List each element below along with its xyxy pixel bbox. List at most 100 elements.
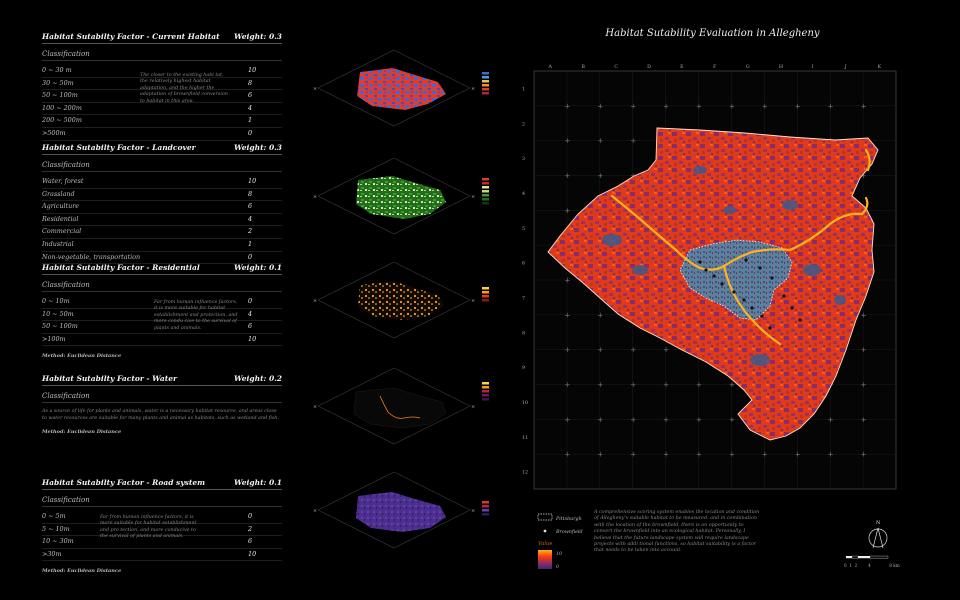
grid-row-label: 7 bbox=[522, 295, 525, 301]
grid-column-labels: A B C D E F G H I J K bbox=[547, 64, 881, 70]
grid-cross-mark: + bbox=[795, 137, 801, 145]
grid-column-label: H bbox=[779, 64, 783, 70]
grid-row-label: 3 bbox=[522, 156, 525, 162]
grid-cross-mark: + bbox=[795, 207, 801, 215]
grid-row-label: 1 bbox=[522, 86, 525, 92]
grid-row-label: 4 bbox=[522, 191, 525, 197]
factor-water: Habitat Sutabilty Factor - Water Weight: … bbox=[42, 374, 282, 435]
grid-cross-mark: + bbox=[630, 172, 636, 180]
grid-column-label: J bbox=[844, 64, 847, 70]
factor-residential: Habitat Sutabilty Factor - Residential We… bbox=[42, 263, 282, 359]
class-row: Residential 4 bbox=[42, 214, 282, 227]
grid-cross-mark: + bbox=[663, 451, 669, 459]
grid-cross-mark: + bbox=[828, 242, 834, 250]
svg-text:×: × bbox=[471, 298, 475, 304]
svg-text:×: × bbox=[471, 194, 475, 200]
factor-title: Habitat Sutabilty Factor - Water bbox=[42, 374, 177, 383]
grid-cross-mark: + bbox=[828, 416, 834, 424]
factor-title: Habitat Sutabilty Factor - Current Habit… bbox=[42, 32, 220, 41]
grid-column-label: I bbox=[812, 64, 814, 70]
grid-cross-mark: + bbox=[861, 137, 867, 145]
grid-cross-mark: + bbox=[861, 102, 867, 110]
class-row: 30 ~ 50m 8 bbox=[42, 78, 282, 91]
legend-value-low: 0 bbox=[556, 564, 559, 570]
grid-column-label: E bbox=[680, 64, 684, 70]
residential-layer bbox=[358, 281, 444, 320]
class-row: Water, forest 10 bbox=[42, 176, 282, 189]
grid-cross-mark: + bbox=[762, 137, 768, 145]
svg-text:×: × bbox=[471, 404, 475, 410]
grid-cross-mark: + bbox=[597, 416, 603, 424]
grid-cross-mark: + bbox=[630, 381, 636, 389]
north-label: N bbox=[876, 520, 881, 526]
svg-text:×: × bbox=[313, 508, 317, 514]
brownfield-sites bbox=[698, 258, 802, 330]
class-row: Grassland 8 bbox=[42, 189, 282, 202]
grid-cross-mark: + bbox=[729, 416, 735, 424]
grid-cross-mark: + bbox=[729, 102, 735, 110]
class-row: Industrial 1 bbox=[42, 239, 282, 252]
grid-cross-mark: + bbox=[762, 416, 768, 424]
grid-cross-mark: + bbox=[630, 207, 636, 215]
grid-cross-mark: + bbox=[795, 381, 801, 389]
grid-cross-mark: + bbox=[861, 242, 867, 250]
factor-title: Habitat Sutabilty Factor - Road system bbox=[42, 478, 206, 487]
map-title: Habitat Sutability Evaluation in Alleghe… bbox=[605, 28, 820, 39]
class-row: 50 ~ 100m 6 bbox=[42, 90, 282, 103]
class-row: 10 ~ 50m 4 bbox=[42, 309, 282, 322]
method-label: Method: Euclidean Distance bbox=[42, 429, 122, 436]
grid-cross-mark: + bbox=[828, 346, 834, 354]
class-row: >30m 10 bbox=[42, 549, 282, 562]
factor-description: The closer to the existing habi tat, the… bbox=[140, 73, 228, 104]
grid-cross-mark: + bbox=[696, 172, 702, 180]
class-row: 200 ~ 500m 1 bbox=[42, 115, 282, 128]
landcover-layer bbox=[356, 176, 446, 219]
grid-cross-mark: + bbox=[729, 242, 735, 250]
grid-row-label: 2 bbox=[522, 121, 525, 127]
factor-weight: Weight: 0.3 bbox=[233, 143, 282, 152]
grid-cross-mark: + bbox=[696, 381, 702, 389]
grid-cross-mark: + bbox=[663, 207, 669, 215]
grid-cross-marks: + + + + + + + + + + + + + + + + + + + + + + + + + + + + + + + + + + + + + + + +… bbox=[564, 102, 866, 458]
layer-mini-legends bbox=[482, 72, 489, 516]
factor-weight: Weight: 0.1 bbox=[233, 478, 282, 487]
grid-cross-mark: + bbox=[795, 416, 801, 424]
grid-cross-mark: + bbox=[564, 346, 570, 354]
grid-cross-mark: + bbox=[795, 346, 801, 354]
factor-paragraph: As a source of life for plants and anima… bbox=[42, 409, 279, 421]
grid-cross-mark: + bbox=[696, 277, 702, 285]
grid-cross-mark: + bbox=[597, 381, 603, 389]
factor-description: Far from human influence factors, it is … bbox=[154, 300, 238, 331]
scale-bar-label: 0 1 2 4 8 km bbox=[844, 563, 900, 568]
grid-cross-mark: + bbox=[663, 277, 669, 285]
grid-cross-mark: + bbox=[795, 102, 801, 110]
pittsburgh-core bbox=[679, 239, 793, 321]
method-label: Method: Euclidean Distance bbox=[42, 353, 122, 360]
factor-weight: Weight: 0.1 bbox=[233, 263, 282, 272]
grid-cross-mark: + bbox=[828, 137, 834, 145]
class-row: >100m 10 bbox=[42, 334, 282, 347]
svg-text:×: × bbox=[471, 508, 475, 514]
grid-cross-mark: + bbox=[630, 311, 636, 319]
grid-cross-mark: + bbox=[762, 381, 768, 389]
grid-cross-mark: + bbox=[696, 102, 702, 110]
grid-row-label: 9 bbox=[522, 365, 525, 371]
rivers bbox=[610, 148, 871, 346]
brownfield-legend-swatch bbox=[543, 529, 547, 533]
grid-cross-mark: + bbox=[564, 242, 570, 250]
grid-cross-mark: + bbox=[795, 172, 801, 180]
factor-weight: Weight: 0.3 bbox=[233, 32, 282, 41]
grid-cross-mark: + bbox=[762, 277, 768, 285]
grid-column-label: F bbox=[713, 64, 717, 70]
legend-pittsburgh: Pittsburgh bbox=[555, 516, 582, 522]
grid-cross-mark: + bbox=[795, 451, 801, 459]
grid-row-label: 12 bbox=[522, 470, 528, 476]
grid-cross-mark: + bbox=[795, 277, 801, 285]
grid-cross-mark: + bbox=[630, 137, 636, 145]
grid-cross-mark: + bbox=[762, 102, 768, 110]
grid-cross-mark: + bbox=[762, 311, 768, 319]
grid-cross-mark: + bbox=[729, 381, 735, 389]
grid-cross-mark: + bbox=[597, 242, 603, 250]
grid-cross-mark: + bbox=[828, 311, 834, 319]
